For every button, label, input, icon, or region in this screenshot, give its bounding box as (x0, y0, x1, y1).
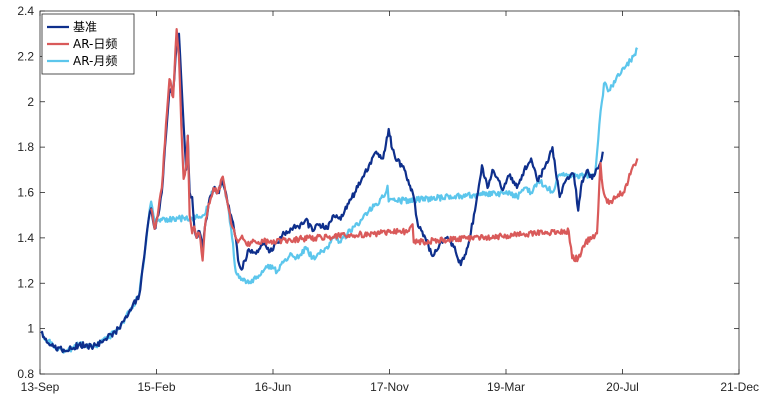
x-tick-label: 17-Nov (370, 380, 409, 394)
y-tick-label: 2 (27, 95, 34, 109)
x-tick-label: 21-Dec (720, 380, 759, 394)
y-tick-label: 1.8 (17, 140, 34, 154)
y-tick-label: 1 (27, 322, 34, 336)
y-tick-label: 2.4 (17, 4, 34, 18)
y-tick-label: 1.2 (17, 276, 34, 290)
x-tick-label: 19-Mar (487, 380, 525, 394)
axes-layer: 0.8 1 1.2 1.4 1.6 1.8 2 2.2 2.4 13-Sep 15-Feb 16-Ju… (17, 4, 759, 394)
x-tick-label: 15-Feb (137, 380, 175, 394)
y-tick-label: 1.6 (17, 186, 34, 200)
y-tick-label: 2.2 (17, 49, 34, 63)
series-layer (40, 28, 639, 354)
legend-label-2: AR-月频 (73, 54, 117, 68)
y-tick-label: 1.4 (17, 231, 34, 245)
plot-area (40, 11, 739, 374)
x-tick-label: 16-Jun (255, 380, 292, 394)
y-tick-label: 0.8 (17, 367, 34, 381)
legend-label-1: AR-日频 (73, 37, 117, 51)
x-tick-label: 13-Sep (21, 380, 60, 394)
x-tick-label: 20-Jul (606, 380, 639, 394)
series-line-0 (40, 32, 604, 354)
legend-label-0: 基准 (73, 20, 97, 34)
series-line-1 (150, 28, 639, 263)
legend: 基准 AR-日频 AR-月频 (41, 13, 135, 75)
